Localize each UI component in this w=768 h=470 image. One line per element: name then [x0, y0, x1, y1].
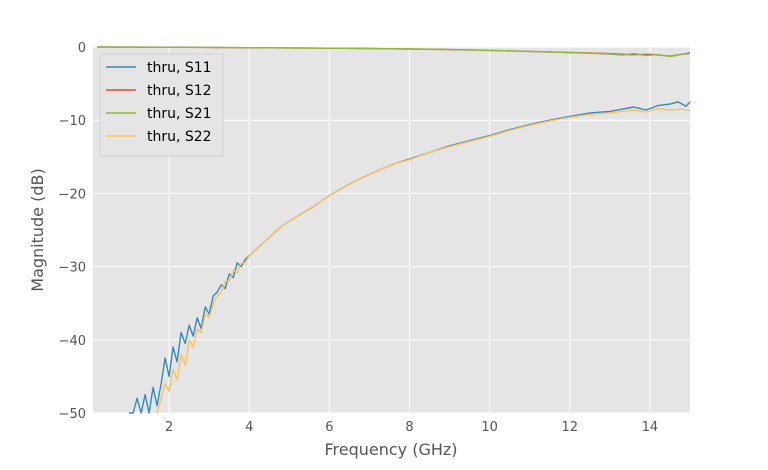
y-tick-label: −10: [59, 114, 86, 129]
y-tick-label: −50: [59, 407, 86, 422]
x-tick-label: 12: [562, 420, 579, 435]
x-tick-label: 2: [165, 420, 173, 435]
x-tick-label: 4: [245, 420, 253, 435]
legend-label: thru, S11: [147, 60, 212, 76]
legend-box: [99, 53, 224, 157]
series-lines: [96, 46, 691, 414]
y-tick-label: −20: [59, 187, 86, 202]
x-tick-labels: 2 4 6 8 10 12 14: [165, 420, 658, 435]
y-axis-label: Magnitude (dB): [28, 168, 47, 291]
x-axis-label: Frequency (GHz): [324, 440, 457, 459]
x-tick-label: 8: [405, 420, 413, 435]
x-tick-label: 6: [325, 420, 333, 435]
x-tick-label: 14: [642, 420, 659, 435]
series-line-3: [96, 46, 691, 58]
y-tick-label: −30: [59, 261, 86, 276]
legend-label: thru, S12: [147, 83, 212, 99]
legend-label: thru, S22: [147, 129, 212, 145]
legend-label: thru, S21: [147, 106, 212, 122]
y-tick-label: −40: [59, 334, 86, 349]
legend: thru, S11 thru, S12 thru, S21 thru, S22: [99, 53, 224, 157]
y-tick-label: 0: [78, 41, 86, 56]
series-line-4: [156, 107, 691, 414]
y-tick-labels: 0 −10 −20 −30 −40 −50: [59, 41, 86, 422]
x-tick-label: 10: [481, 420, 498, 435]
